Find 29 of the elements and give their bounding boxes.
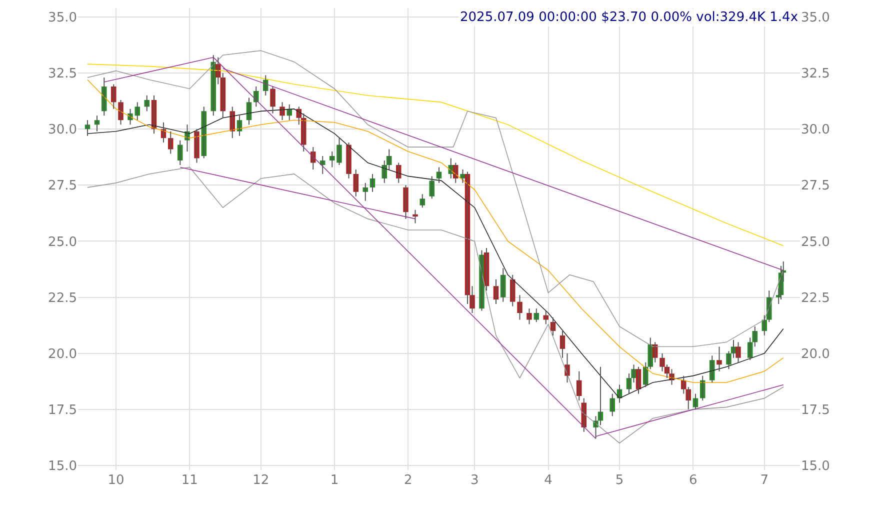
y-tick-label: 35.0 [48, 10, 77, 26]
x-tick-label: 2 [404, 473, 412, 488]
y2-tick-label: 22.5 [801, 290, 830, 306]
y2-tick-label: 17.5 [801, 403, 830, 418]
y-tick-label: 27.5 [48, 178, 77, 194]
y2-tick-label: 15.0 [801, 459, 830, 474]
y-tick-label: 22.5 [48, 290, 77, 306]
y2-tick-label: 32.5 [801, 66, 830, 82]
x-tick-label: 6 [688, 473, 698, 488]
x-tick-label: 7 [760, 473, 769, 488]
y-tick-label: 20.0 [48, 346, 77, 362]
y2-tick-label: 25.0 [801, 234, 830, 250]
x-tick-label: 5 [615, 473, 624, 488]
y2-tick-label: 20.0 [801, 346, 830, 362]
x-tick-label: 11 [181, 473, 198, 488]
x-tick-label: 4 [544, 473, 552, 488]
x-tick-label: 3 [470, 473, 479, 488]
y-tick-label: 25.0 [48, 234, 77, 250]
y-tick-label: 17.5 [48, 403, 77, 418]
chart-title: 2025.07.09 00:00:00 $23.70 0.00% vol:329.4K 1.4x [460, 10, 798, 25]
x-tick-label: 12 [252, 473, 270, 488]
y2-tick-label: 27.5 [801, 178, 830, 194]
x-tick-label: 10 [108, 473, 124, 488]
y-tick-label: 32.5 [48, 66, 77, 82]
y-tick-label: 30.0 [48, 122, 77, 138]
y2-tick-label: 35.0 [801, 10, 830, 26]
x-tick-label: 1 [330, 473, 339, 488]
y-tick-label: 15.0 [48, 459, 77, 474]
y2-tick-label: 30.0 [801, 122, 830, 138]
